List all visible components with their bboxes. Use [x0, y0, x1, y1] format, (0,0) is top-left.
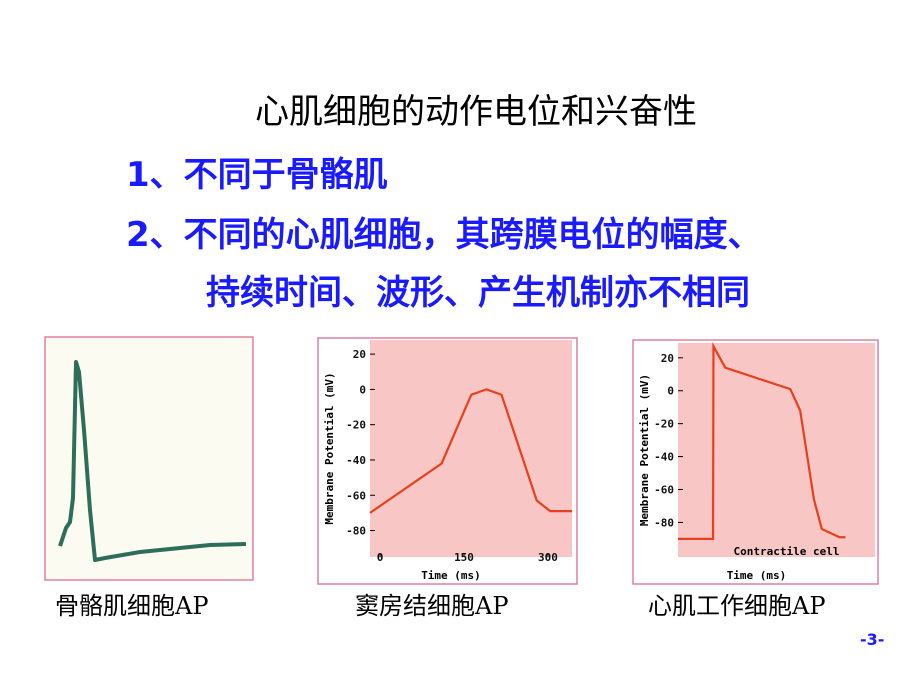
slide-title: 心肌细胞的动作电位和兴奋性	[255, 92, 697, 132]
y-tick-label: 20	[661, 352, 674, 365]
point: 2、不同的心肌细胞，其跨膜电位的幅度、	[126, 215, 762, 255]
page-number: -3-	[860, 630, 885, 649]
annotation: Contractile cell	[734, 545, 840, 558]
x-axis-label: Time (ms)	[727, 569, 787, 582]
y-tick-label: 0	[667, 385, 674, 398]
series-line	[678, 342, 846, 540]
skeletal-ap-curve	[58, 360, 247, 562]
x-tick-label: 0	[377, 551, 384, 564]
y-tick-label: -20	[654, 418, 674, 431]
y-tick-label: -80	[346, 525, 366, 538]
x-axis-label: Time (ms)	[421, 569, 481, 582]
y-tick-label: -20	[346, 419, 366, 432]
caption: 心肌工作细胞AP	[648, 592, 826, 620]
series-line	[369, 388, 572, 514]
y-axis-label: Membrane Potential (mV)	[323, 372, 336, 524]
y-tick-label: -60	[346, 489, 366, 502]
y-tick-label: 20	[353, 348, 366, 361]
y-tick-label: -40	[654, 451, 674, 464]
point: 1、不同于骨骼肌	[126, 155, 388, 195]
y-tick-label: -40	[346, 454, 366, 467]
point: 持续时间、波形、产生机制亦不相同	[206, 273, 750, 313]
caption: 窦房结细胞AP	[355, 592, 509, 620]
plot-area	[370, 340, 572, 557]
plot-area	[678, 343, 875, 557]
y-tick-label: -60	[654, 484, 674, 497]
x-tick-label: 300	[538, 551, 558, 564]
y-axis-label: Membrane Potential (mV)	[638, 374, 651, 526]
y-tick-label: 0	[359, 383, 366, 396]
y-tick-label: -80	[654, 516, 674, 529]
x-tick-label: 150	[454, 551, 474, 564]
caption: 骨骼肌细胞AP	[55, 592, 209, 620]
